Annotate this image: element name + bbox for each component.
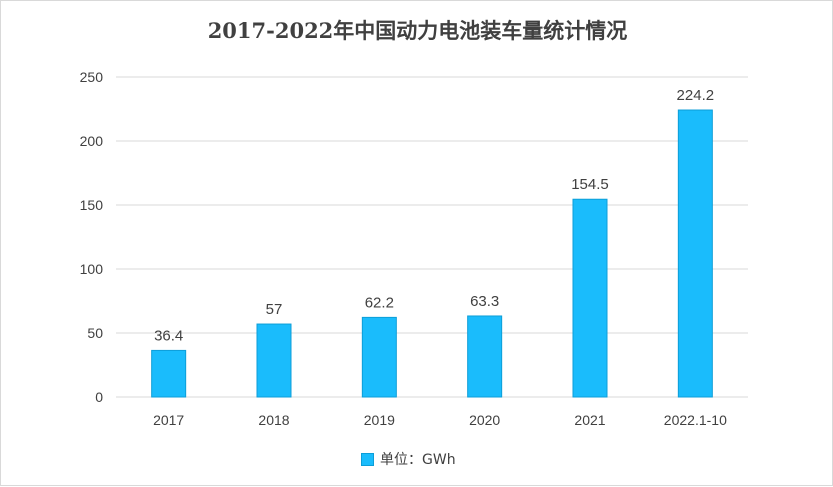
data-label: 63.3 (470, 293, 499, 310)
y-tick-label: 200 (80, 133, 104, 149)
data-label: 154.5 (571, 176, 609, 193)
y-tick-label: 0 (95, 389, 103, 405)
y-tick-label: 150 (80, 197, 104, 213)
x-tick-label: 2018 (258, 412, 289, 428)
legend: 单位：GWh (361, 449, 456, 469)
chart-title: 2017-2022年中国动力电池装车量统计情况 (207, 18, 628, 43)
x-tick-label: 2019 (364, 412, 395, 428)
x-tick-label: 2021 (574, 412, 605, 428)
legend-label: 单位：GWh (380, 452, 456, 468)
bar (256, 323, 292, 398)
x-tick-label: 2020 (469, 412, 500, 428)
y-tick-label: 100 (80, 261, 104, 277)
bar (361, 316, 397, 398)
x-tick-label: 2017 (153, 412, 184, 428)
bar (467, 315, 503, 398)
bar (677, 109, 713, 398)
data-label: 62.2 (365, 294, 394, 311)
data-label: 57 (266, 301, 283, 318)
y-tick-label: 50 (87, 325, 103, 341)
bar (151, 349, 187, 398)
data-label: 36.4 (154, 327, 183, 344)
data-label: 224.2 (677, 87, 715, 104)
bar (572, 198, 608, 398)
x-tick-label: 2022.1-10 (664, 412, 727, 428)
legend-swatch (361, 452, 374, 466)
y-tick-label: 250 (80, 69, 104, 85)
